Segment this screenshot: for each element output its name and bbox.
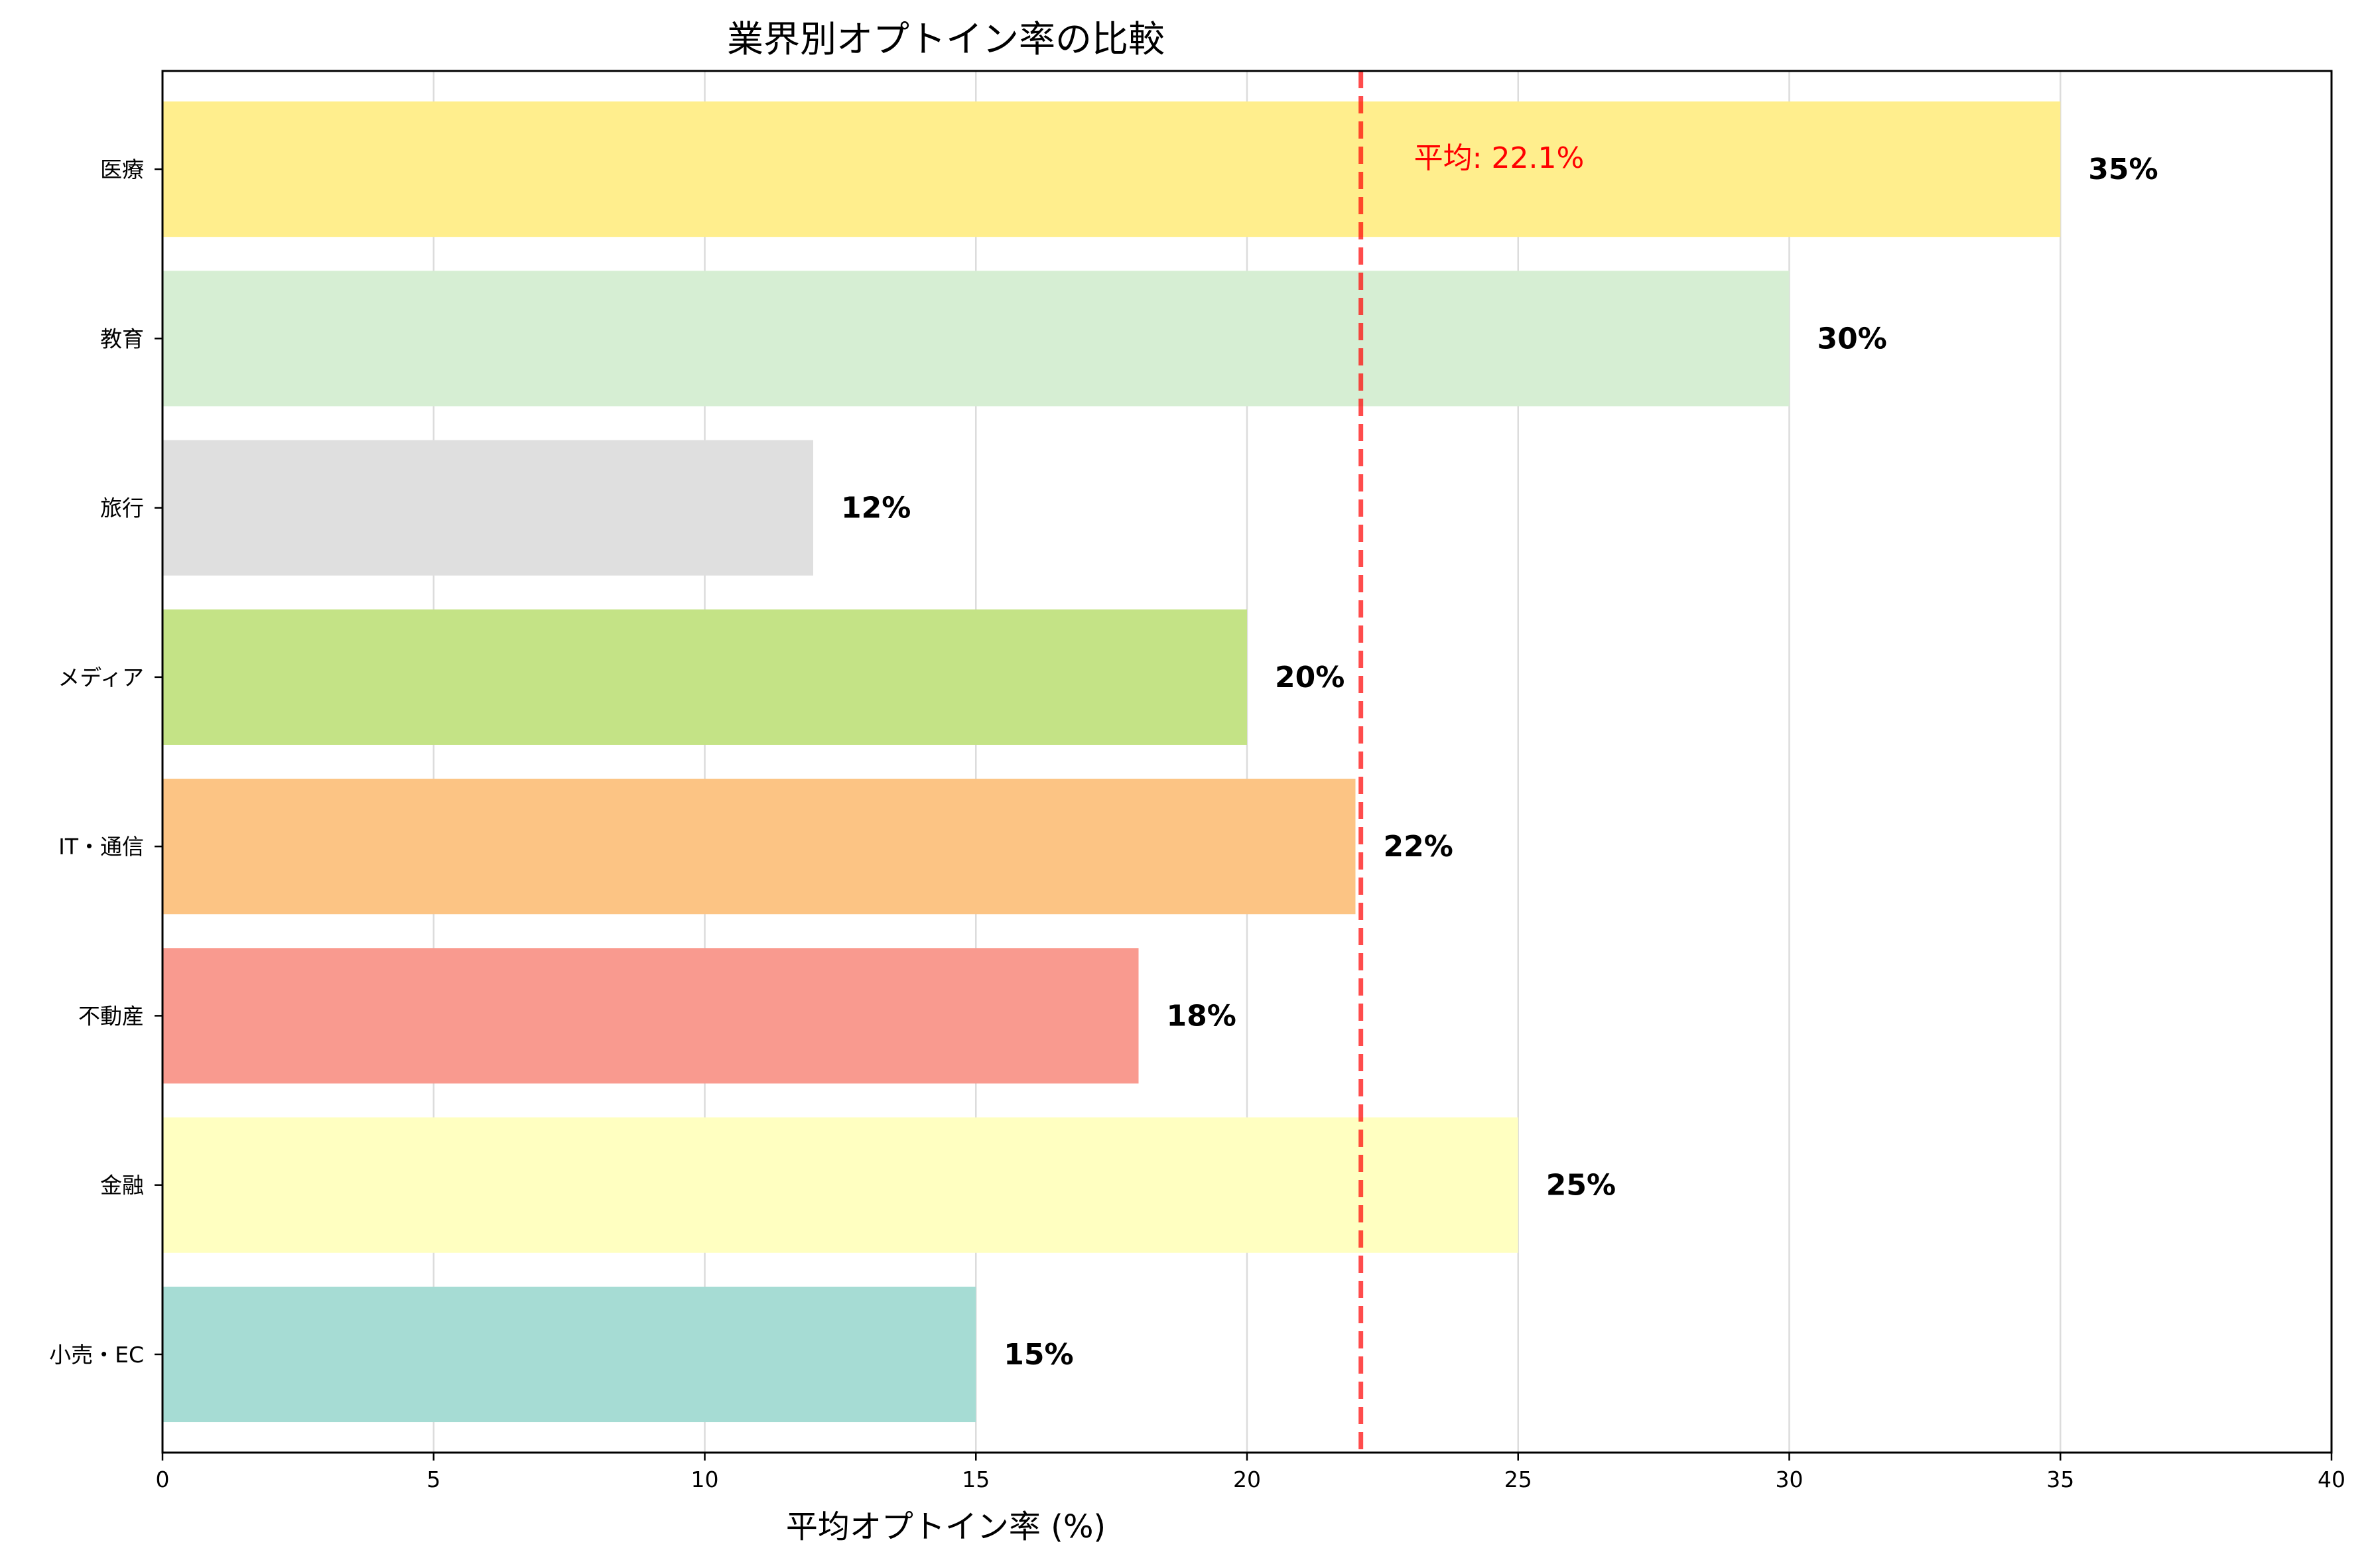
- mean-label: 平均: 22.1%: [1414, 141, 1585, 175]
- bar-value-label: 25%: [1546, 1169, 1616, 1203]
- bar: [163, 440, 813, 576]
- bar: [163, 271, 1790, 407]
- x-tick-label: 0: [156, 1467, 170, 1492]
- x-tick-label: 35: [2046, 1467, 2074, 1492]
- x-axis-label: 平均オプトイン率 (%): [786, 1508, 1106, 1545]
- bars: [163, 101, 2061, 1423]
- bar: [163, 948, 1139, 1084]
- x-tick-label: 25: [1504, 1467, 1532, 1492]
- mean-line-group: 平均: 22.1%: [1358, 71, 1585, 1453]
- bar-value-label: 30%: [1817, 322, 1887, 356]
- x-tick-label: 30: [1776, 1467, 1804, 1492]
- bar-value-label: 22%: [1384, 830, 1453, 864]
- x-axis-ticks: 0 5 10 15 20 25 30 35 40: [156, 1453, 2345, 1492]
- y-tick-label: 金融: [100, 1173, 144, 1199]
- y-axis-ticks: 小売・EC 金融 不動産 IT・通信 メディア 旅行 教育 医療: [49, 157, 163, 1368]
- bar: [163, 1286, 976, 1423]
- y-tick-label: 教育: [100, 326, 144, 352]
- y-tick-label: 旅行: [100, 495, 144, 521]
- bar: [163, 779, 1356, 915]
- chart-title: 業界別オプトイン率の比較: [727, 18, 1165, 60]
- bar: [163, 101, 2061, 237]
- x-tick-label: 15: [962, 1467, 990, 1492]
- bar-value-label: 15%: [1004, 1338, 1073, 1372]
- y-tick-label: 不動産: [78, 1003, 144, 1029]
- bar-value-label: 35%: [2088, 153, 2158, 186]
- value-labels: 15% 25% 18% 22% 20% 12% 30% 35%: [841, 153, 2158, 1372]
- y-tick-label: 小売・EC: [49, 1342, 144, 1368]
- y-tick-label: IT・通信: [58, 834, 144, 860]
- bar: [163, 609, 1247, 745]
- y-tick-label: 医療: [100, 157, 144, 182]
- bar-value-label: 20%: [1275, 661, 1345, 694]
- x-tick-label: 40: [2318, 1467, 2345, 1492]
- bar-value-label: 12%: [841, 491, 911, 525]
- x-tick-label: 10: [691, 1467, 719, 1492]
- bar-value-label: 18%: [1167, 999, 1236, 1033]
- x-tick-label: 5: [427, 1467, 440, 1492]
- y-tick-label: メディア: [58, 665, 144, 690]
- x-tick-label: 20: [1233, 1467, 1261, 1492]
- bar: [163, 1117, 1518, 1253]
